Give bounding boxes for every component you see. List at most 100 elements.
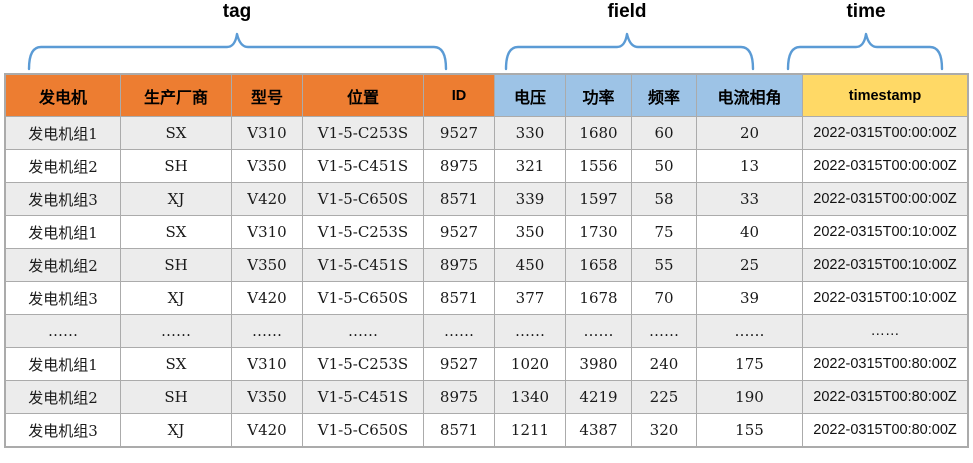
table-cell: 8975 [423, 248, 495, 282]
table-cell: 发电机组1 [4, 215, 121, 249]
table-cell: V420 [231, 182, 303, 216]
table-cell: 320 [631, 413, 697, 448]
table-cell: 发电机组2 [4, 380, 121, 414]
column-header-tag: 位置 [302, 73, 424, 117]
table-cell: 发电机组2 [4, 149, 121, 183]
table-cell: 8571 [423, 413, 495, 448]
table-cell: 58 [631, 182, 697, 216]
table-cell: 60 [631, 116, 697, 150]
table-cell: 1020 [494, 347, 566, 381]
table-cell: 175 [696, 347, 803, 381]
table-cell: 350 [494, 215, 566, 249]
table-cell: 8571 [423, 281, 495, 315]
table-cell: 发电机组2 [4, 248, 121, 282]
table-cell: V310 [231, 347, 303, 381]
table-row: 发电机组1 SX V310 V1-5-C253S 9527 1020 3980 240 175 2… [4, 347, 969, 381]
table-cell: V310 [231, 215, 303, 249]
table-cell: 339 [494, 182, 566, 216]
table-cell: 2022-0315T00:10:00Z [802, 281, 969, 315]
table-cell: SX [120, 215, 232, 249]
table-cell: 55 [631, 248, 697, 282]
table-cell: 75 [631, 215, 697, 249]
table-cell: 190 [696, 380, 803, 414]
table-cell: 3980 [565, 347, 632, 381]
table-cell: 9527 [423, 116, 495, 150]
table-cell: 1678 [565, 281, 632, 315]
table-cell: 13 [696, 149, 803, 183]
column-header-field: 电流相角 [696, 73, 803, 117]
table-cell: 9527 [423, 347, 495, 381]
table-cell: …… [423, 314, 495, 348]
table-cell: 40 [696, 215, 803, 249]
table-row: 发电机组2 SH V350 V1-5-C451S 8975 1340 4219 225 190 2… [4, 380, 969, 414]
table-cell: 4219 [565, 380, 632, 414]
table-cell: V420 [231, 281, 303, 315]
table-cell: 50 [631, 149, 697, 183]
table-cell: 377 [494, 281, 566, 315]
column-header-time: timestamp [802, 73, 969, 117]
table-cell: XJ [120, 182, 232, 216]
table-cell: 2022-0315T00:00:00Z [802, 149, 969, 183]
table-cell: …… [802, 314, 969, 348]
table-cell: 450 [494, 248, 566, 282]
table-cell: V1-5-C253S [302, 215, 424, 249]
column-header-tag: 型号 [231, 73, 303, 117]
column-header-tag: ID [423, 73, 495, 117]
table-cell: V1-5-C451S [302, 380, 424, 414]
table-row: 发电机组1 SX V310 V1-5-C253S 9527 350 1730 75 40 2022… [4, 215, 969, 249]
column-header-tag: 生产厂商 [120, 73, 232, 117]
table-cell: SX [120, 116, 232, 150]
table-header: 发电机 生产厂商 型号 位置 ID 电压 功率 频率 电流相角 timestamp [4, 73, 969, 117]
table-cell: 1340 [494, 380, 566, 414]
table-cell: …… [631, 314, 697, 348]
table-body: 发电机组1 SX V310 V1-5-C253S 9527 330 1680 60 20 2022… [4, 116, 969, 448]
table-cell: …… [302, 314, 424, 348]
table-cell: 2022-0315T00:80:00Z [802, 380, 969, 414]
table-cell: 1211 [494, 413, 566, 448]
column-header-field: 频率 [631, 73, 697, 117]
table-cell: 1556 [565, 149, 632, 183]
table-cell: …… [565, 314, 632, 348]
time-group-label: time [846, 1, 886, 22]
table-cell: 321 [494, 149, 566, 183]
table-cell: 发电机组3 [4, 182, 121, 216]
table-cell: 2022-0315T00:80:00Z [802, 413, 969, 448]
table-cell: 2022-0315T00:00:00Z [802, 116, 969, 150]
table-cell: 1597 [565, 182, 632, 216]
table-row: 发电机组1 SX V310 V1-5-C253S 9527 330 1680 60 20 2022… [4, 116, 969, 150]
field-brace [504, 32, 755, 71]
table-cell: 70 [631, 281, 697, 315]
table-cell: 9527 [423, 215, 495, 249]
table-cell: SX [120, 347, 232, 381]
column-header-field: 电压 [494, 73, 566, 117]
table-cell: XJ [120, 281, 232, 315]
table-cell: 225 [631, 380, 697, 414]
table-cell: 8571 [423, 182, 495, 216]
time-brace [786, 32, 944, 71]
table-cell: 39 [696, 281, 803, 315]
table-cell: 发电机组1 [4, 116, 121, 150]
tag-group-label: tag [222, 1, 252, 22]
table-cell: V1-5-C253S [302, 347, 424, 381]
header-row: 发电机 生产厂商 型号 位置 ID 电压 功率 频率 电流相角 timestamp [4, 73, 969, 117]
table-row: 发电机组2 SH V350 V1-5-C451S 8975 450 1658 55 25 2022… [4, 248, 969, 282]
table-cell: 2022-0315T00:00:00Z [802, 182, 969, 216]
table-cell: 2022-0315T00:10:00Z [802, 248, 969, 282]
table-row: 发电机组3 XJ V420 V1-5-C650S 8571 339 1597 58 33 2022… [4, 182, 969, 216]
table-cell: V310 [231, 116, 303, 150]
table-cell: V420 [231, 413, 303, 448]
timeseries-data-table: 发电机 生产厂商 型号 位置 ID 电压 功率 频率 电流相角 timestamp 发电机组1 SX… [4, 73, 969, 448]
table-cell: 发电机组3 [4, 413, 121, 448]
brace-annotations [27, 32, 944, 71]
table-cell: …… [4, 314, 121, 348]
tag-brace [27, 32, 448, 71]
table-cell: 1658 [565, 248, 632, 282]
table-cell: 330 [494, 116, 566, 150]
table-cell: V1-5-C650S [302, 182, 424, 216]
table-cell: 2022-0315T00:80:00Z [802, 347, 969, 381]
table-cell: SH [120, 248, 232, 282]
table-cell: SH [120, 380, 232, 414]
table-cell: V350 [231, 248, 303, 282]
table-cell: …… [696, 314, 803, 348]
